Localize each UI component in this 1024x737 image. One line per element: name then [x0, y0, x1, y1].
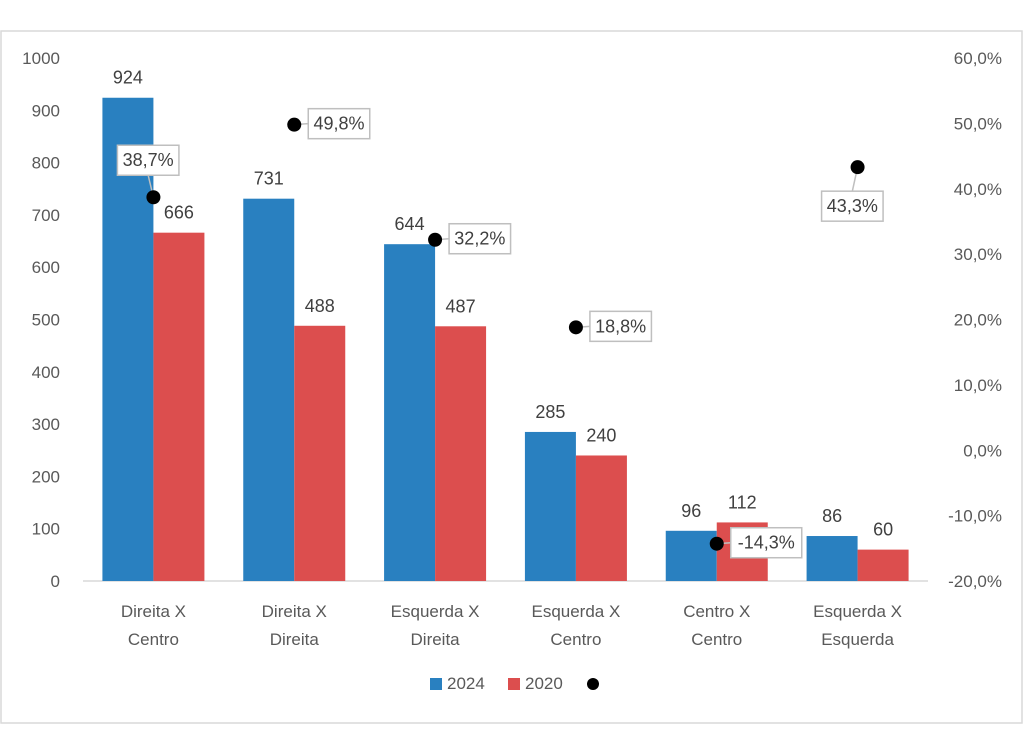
y-right-tick-label: 40,0%: [954, 180, 1002, 199]
callout-box: [116, 144, 180, 176]
bar-value-label: 488: [305, 296, 335, 316]
change-value-label: 32,2%: [454, 229, 505, 249]
bar-2024: [384, 244, 436, 582]
change-point: [287, 117, 302, 132]
legend-swatch-2024: [430, 678, 442, 690]
bar-2020: [153, 232, 205, 581]
bar-value-label: 731: [254, 169, 284, 189]
callout-box: [589, 310, 653, 343]
y-left-tick-label: 600: [32, 258, 60, 277]
bar-value-label: 240: [586, 425, 616, 445]
change-points-layer: 38,7% 49,8% 32,2% 18,8% -14,3% 43,3%: [116, 107, 884, 559]
callout-box: [730, 526, 803, 559]
y-right-tick-label: 50,0%: [954, 114, 1002, 133]
bar-value-label: 86: [822, 506, 842, 526]
bar-value-label: 96: [681, 501, 701, 521]
change-point: [568, 320, 583, 335]
x-tick-label-line1: Esquerda X: [531, 602, 620, 621]
bar-value-label: 666: [164, 203, 194, 223]
y-left-tick-label: 500: [32, 311, 60, 330]
bar-2024: [665, 530, 717, 581]
change-value-label: 18,8%: [595, 316, 646, 336]
change-point: [146, 190, 161, 205]
bar-2024: [524, 431, 576, 581]
y-left-tick-label: 1000: [22, 49, 60, 68]
change-value-label: 49,8%: [313, 114, 364, 134]
legend-marker-change: [587, 678, 599, 690]
callout-box: [448, 222, 512, 255]
axes-layer: 0 100 200 300 400 500 600 700 800 900 1000 -20,0% -1…: [22, 49, 1002, 649]
y-left-tick-label: 200: [32, 467, 60, 486]
y-right-tick-label: 10,0%: [954, 376, 1002, 395]
y-left-tick-label: 100: [32, 520, 60, 539]
bar-2020: [435, 326, 487, 581]
y-right-tick-label: 60,0%: [954, 49, 1002, 68]
x-tick-label-line1: Esquerda X: [813, 602, 902, 621]
x-tick-label-line1: Centro X: [683, 602, 750, 621]
y-right-tick-label: 20,0%: [954, 311, 1002, 330]
bar-value-label: 285: [535, 402, 565, 422]
change-point: [428, 232, 443, 247]
x-tick-label-line2: Direita: [270, 630, 320, 649]
y-left-tick-label: 800: [32, 154, 60, 173]
legend-swatch-2020: [508, 678, 520, 690]
y-left-tick-label: 400: [32, 363, 60, 382]
bar-value-label: 487: [446, 296, 476, 316]
y-right-tick-label: 0,0%: [963, 441, 1002, 460]
bar-value-label: 60: [873, 520, 893, 540]
y-left-tick-label: 700: [32, 206, 60, 225]
callout-box: [307, 107, 371, 140]
bars-layer: 924 731 644 285 96 86 666 488 487 240 112 60: [102, 68, 909, 582]
bar-2024: [806, 536, 858, 581]
x-tick-label-line2: Centro: [128, 630, 179, 649]
bar-value-label: 112: [728, 492, 757, 512]
change-point: [709, 536, 724, 551]
change-point: [850, 160, 865, 175]
legend-label: 2020: [525, 674, 563, 693]
change-value-label: 38,7%: [123, 150, 174, 170]
y-right-tick-label: -10,0%: [948, 507, 1002, 526]
x-tick-label-line2: Esquerda: [821, 630, 894, 649]
y-left-tick-label: 900: [32, 101, 60, 120]
bar-2024: [243, 198, 295, 581]
x-tick-label-line2: Direita: [411, 630, 461, 649]
legend: 2024 2020: [430, 674, 599, 693]
x-tick-label-line1: Esquerda X: [391, 602, 480, 621]
x-tick-label-line2: Centro: [550, 630, 601, 649]
bar-2020: [575, 455, 627, 581]
x-tick-label-line1: Direita X: [262, 602, 327, 621]
y-left-tick-label: 300: [32, 415, 60, 434]
change-value-label: 43,3%: [827, 196, 878, 216]
x-tick-label-line1: Direita X: [121, 602, 186, 621]
callout-box: [820, 190, 884, 222]
y-left-tick-label: 0: [51, 572, 60, 591]
legend-label: 2024: [447, 674, 485, 693]
bar-2020: [857, 549, 909, 581]
x-tick-label-line2: Centro: [691, 630, 742, 649]
bar-value-label: 644: [395, 214, 425, 234]
bar-2020: [294, 325, 346, 581]
change-value-label: -14,3%: [738, 533, 795, 553]
bar-2024: [102, 97, 154, 582]
y-right-tick-label: 30,0%: [954, 245, 1002, 264]
y-right-tick-label: -20,0%: [948, 572, 1002, 591]
bar-value-label: 924: [113, 68, 143, 88]
